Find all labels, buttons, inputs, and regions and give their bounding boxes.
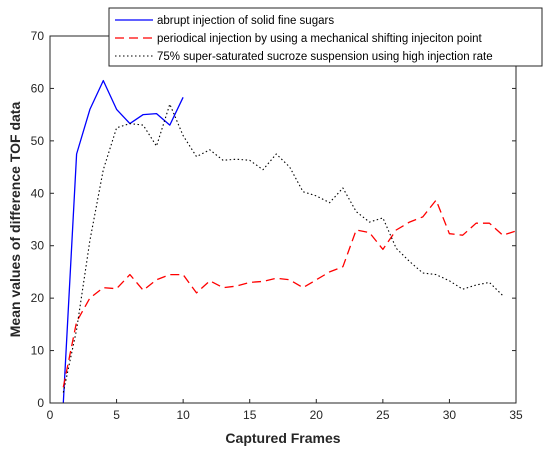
y-tick-label: 0 <box>37 396 44 410</box>
x-tick-label: 5 <box>113 408 120 422</box>
plot-area <box>50 36 516 403</box>
legend: abrupt injection of solid fine sugars per… <box>108 7 543 67</box>
y-tick-label: 50 <box>31 134 45 148</box>
y-tick-label: 10 <box>31 344 45 358</box>
x-tick-label: 25 <box>376 408 390 422</box>
legend-label-3: 75% super-saturated sucroze suspension u… <box>157 51 493 63</box>
x-tick-label: 20 <box>310 408 324 422</box>
x-tick-label: 15 <box>243 408 257 422</box>
legend-label-1: abrupt injection of solid fine sugars <box>157 15 334 27</box>
legend-label-2: periodical injection by using a mechanic… <box>157 33 483 45</box>
y-tick-label: 70 <box>31 29 45 43</box>
ticks-layer: 0 5 10 15 20 25 30 35 0 10 20 30 40 50 60 70 <box>31 29 523 422</box>
series-line-2 <box>62 199 517 388</box>
x-tick-label: 35 <box>509 408 523 422</box>
x-tick-label: 0 <box>47 408 54 422</box>
y-axis-title: Mean values of difference TOF data <box>7 102 23 338</box>
y-tick-label: 60 <box>31 81 45 95</box>
legend-box <box>108 7 543 67</box>
y-tick-label: 40 <box>31 186 45 200</box>
x-tick-label: 30 <box>443 408 457 422</box>
x-axis-title: Captured Frames <box>225 430 340 446</box>
y-tick-label: 20 <box>31 291 45 305</box>
y-tick-label: 30 <box>31 239 45 253</box>
series-line-1 <box>62 79 184 404</box>
series-layer <box>62 79 517 404</box>
x-tick-label: 10 <box>176 408 190 422</box>
